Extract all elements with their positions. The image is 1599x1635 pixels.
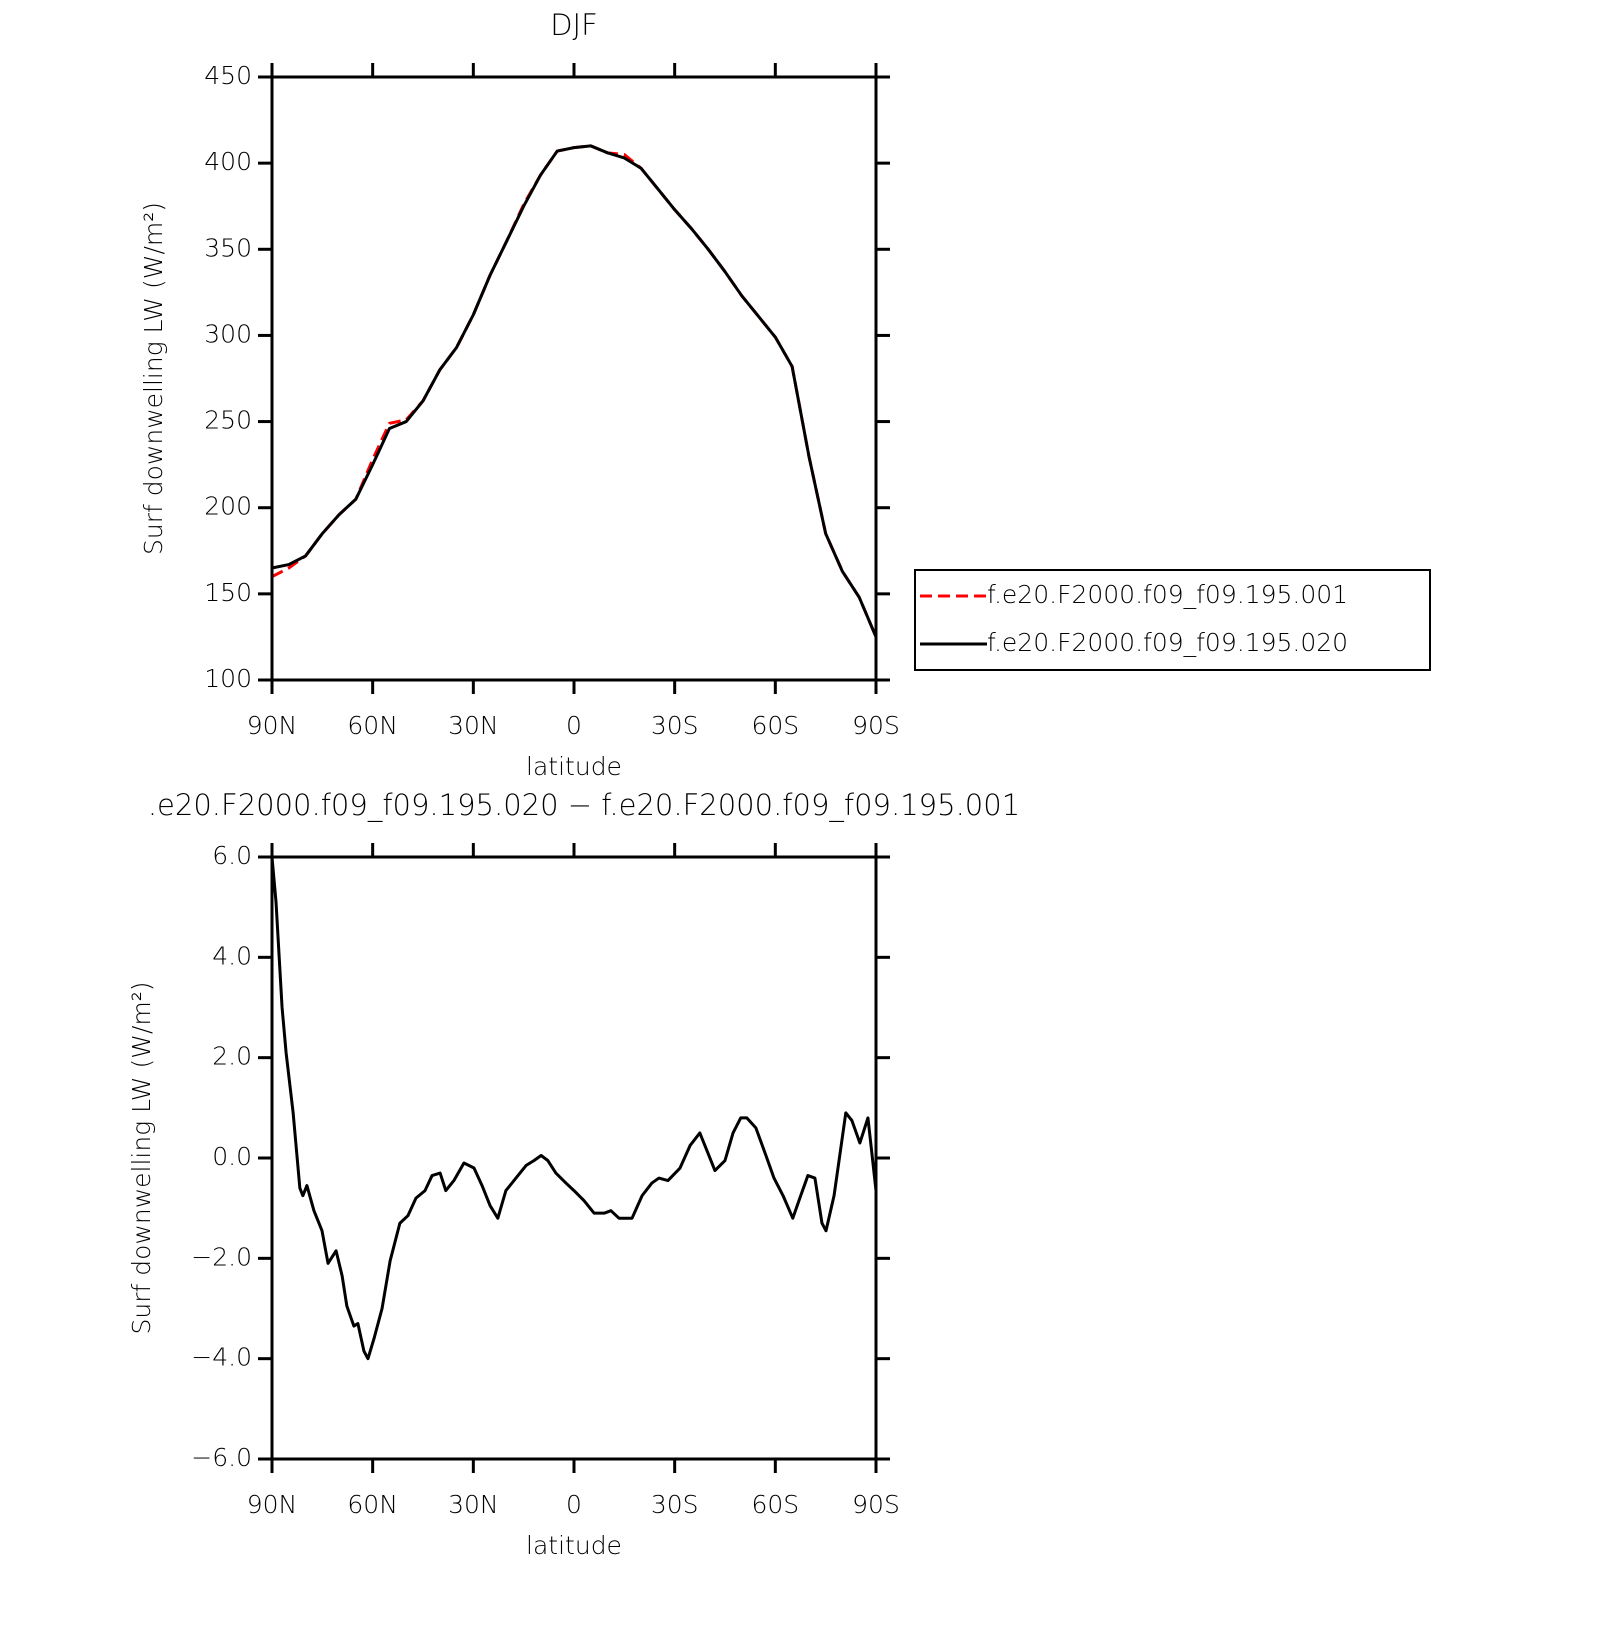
y-tick-label: 450 (204, 61, 252, 90)
x-tick-label: 0 (566, 711, 582, 740)
x-tick-label: 0 (566, 1490, 582, 1519)
legend-label: f.e20.F2000.f09_f09.195.001 (987, 580, 1348, 609)
y-tick-label: 200 (204, 492, 252, 521)
x-tick-label: 90S (852, 1490, 900, 1519)
y-tick-label: −4.0 (191, 1343, 252, 1372)
x-axis-label: latitude (526, 752, 622, 781)
y-tick-label: 250 (204, 406, 252, 435)
y-tick-label: 150 (204, 578, 252, 607)
x-axis-label: latitude (526, 1531, 622, 1560)
x-tick-label: 90N (247, 1490, 298, 1519)
x-tick-label: 30S (651, 711, 699, 740)
data-line (271, 144, 878, 638)
x-tick-label: 30S (651, 1490, 699, 1519)
x-tick-label: 30N (448, 1490, 499, 1519)
x-tick-label: 60N (347, 1490, 398, 1519)
y-axis-label: Surf downwelling LW (W/m²) (127, 982, 156, 1335)
data-line (271, 144, 878, 638)
y-tick-label: 0.0 (212, 1142, 252, 1171)
y-tick-label: 100 (204, 664, 252, 693)
plot-frame (270, 855, 878, 1461)
y-tick-label: 350 (204, 233, 252, 262)
x-tick-label: 90S (852, 711, 900, 740)
x-tick-label: 90N (247, 711, 298, 740)
chart-title: DJF (550, 8, 598, 42)
y-tick-label: 6.0 (212, 841, 252, 870)
y-tick-label: 4.0 (212, 941, 252, 970)
y-axis-label: Surf downwelling LW (W/m²) (139, 202, 168, 555)
y-tick-label: −2.0 (191, 1242, 252, 1271)
x-tick-label: 60S (751, 711, 799, 740)
x-tick-label: 60S (751, 1490, 799, 1519)
y-tick-label: 2.0 (212, 1042, 252, 1071)
x-tick-label: 60N (347, 711, 398, 740)
y-tick-label: −6.0 (191, 1443, 252, 1472)
y-tick-label: 400 (204, 147, 252, 176)
legend-box (914, 569, 1431, 671)
y-tick-label: 300 (204, 319, 252, 348)
x-tick-label: 30N (448, 711, 499, 740)
legend-label: f.e20.F2000.f09_f09.195.020 (987, 628, 1348, 657)
plot-frame (270, 75, 878, 682)
chart-title: .e20.F2000.f09_f09.195.020 − f.e20.F2000… (148, 788, 1020, 823)
data-line (270, 856, 878, 1361)
